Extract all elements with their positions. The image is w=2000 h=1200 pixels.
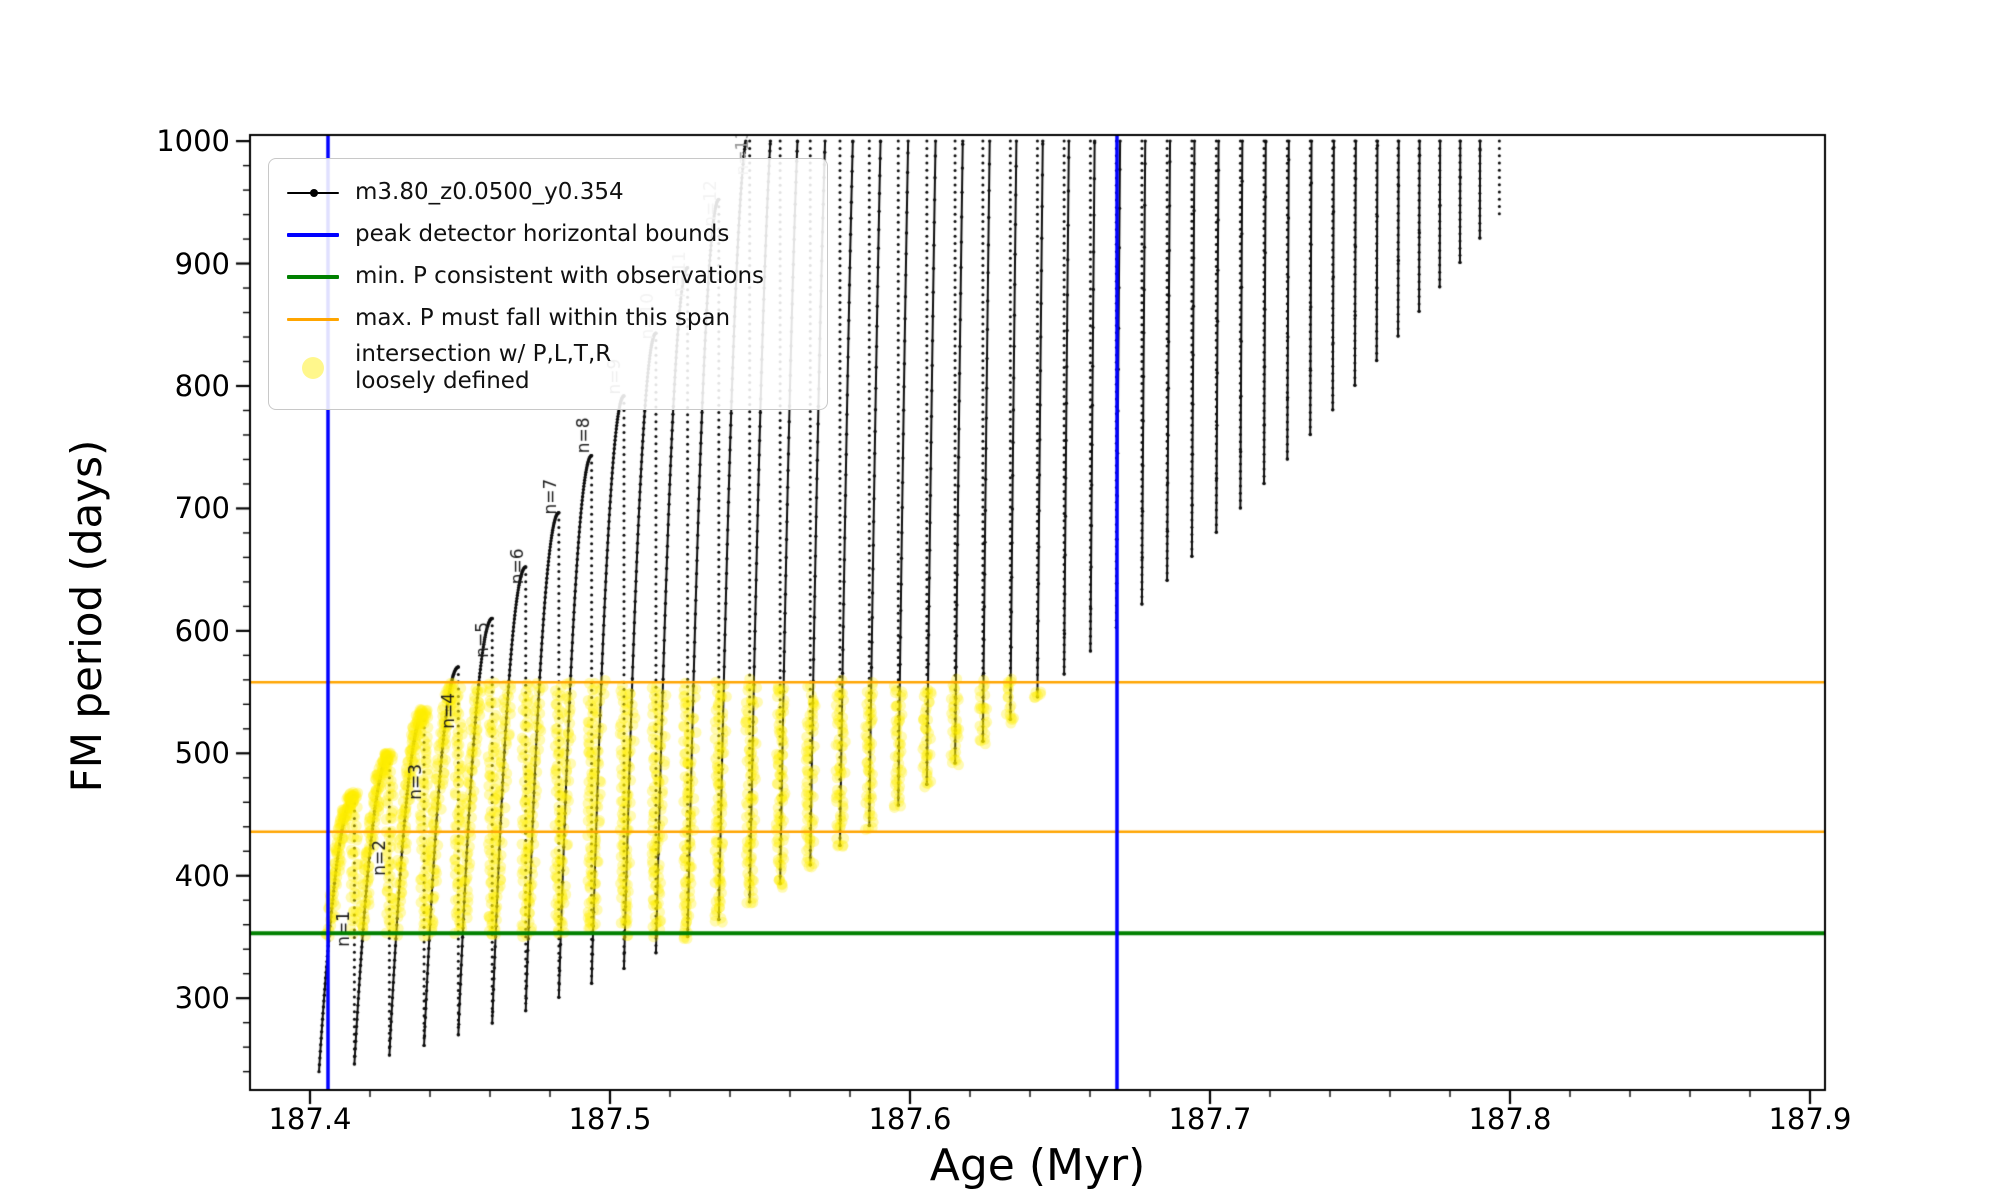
y-tick-label: 800 (174, 368, 230, 403)
legend-label-peak-bounds: peak detector horizontal bounds (355, 221, 730, 248)
legend-label-intersection: intersection w/ P,L,T,R loosely defined (355, 341, 611, 395)
x-tick-label: 187.8 (1468, 1102, 1552, 1136)
legend-item-series: m3.80_z0.0500_y0.354 (287, 173, 809, 213)
y-tick-label: 400 (174, 858, 230, 893)
legend-item-intersection: intersection w/ P,L,T,R loosely defined (287, 341, 809, 395)
x-tick-label: 187.4 (268, 1102, 352, 1136)
y-tick-label: 500 (174, 736, 230, 771)
x-tick-label: 187.7 (1168, 1102, 1252, 1136)
legend: m3.80_z0.0500_y0.354 peak detector horiz… (268, 158, 828, 411)
y-tick-label: 600 (174, 613, 230, 648)
legend-item-peak-bounds: peak detector horizontal bounds (287, 215, 809, 255)
orange-line-icon (287, 306, 339, 332)
blue-line-icon (287, 222, 339, 248)
y-tick-label: 1000 (156, 124, 230, 159)
legend-label-max-p: max. P must fall within this span (355, 305, 731, 332)
y-axis-label: FM period (days) (62, 439, 111, 793)
y-tick-label: 900 (174, 246, 230, 281)
series-line-marker-icon (287, 180, 339, 206)
yellow-dot-icon (287, 355, 339, 381)
x-tick-label: 187.9 (1768, 1102, 1852, 1136)
legend-label-min-p: min. P consistent with observations (355, 263, 765, 290)
legend-label-intersection-line2: loosely defined (355, 368, 530, 395)
legend-label-series: m3.80_z0.0500_y0.354 (355, 179, 624, 206)
legend-label-intersection-line1: intersection w/ P,L,T,R (355, 341, 612, 367)
x-tick-label: 187.6 (868, 1102, 952, 1136)
x-axis-label: Age (Myr) (929, 1140, 1146, 1191)
y-tick-label: 300 (174, 981, 230, 1016)
x-tick-label: 187.5 (568, 1102, 652, 1136)
green-line-icon (287, 264, 339, 290)
y-tick-label: 700 (174, 491, 230, 526)
legend-item-max-p: max. P must fall within this span (287, 299, 809, 339)
legend-item-min-p: min. P consistent with observations (287, 257, 809, 297)
